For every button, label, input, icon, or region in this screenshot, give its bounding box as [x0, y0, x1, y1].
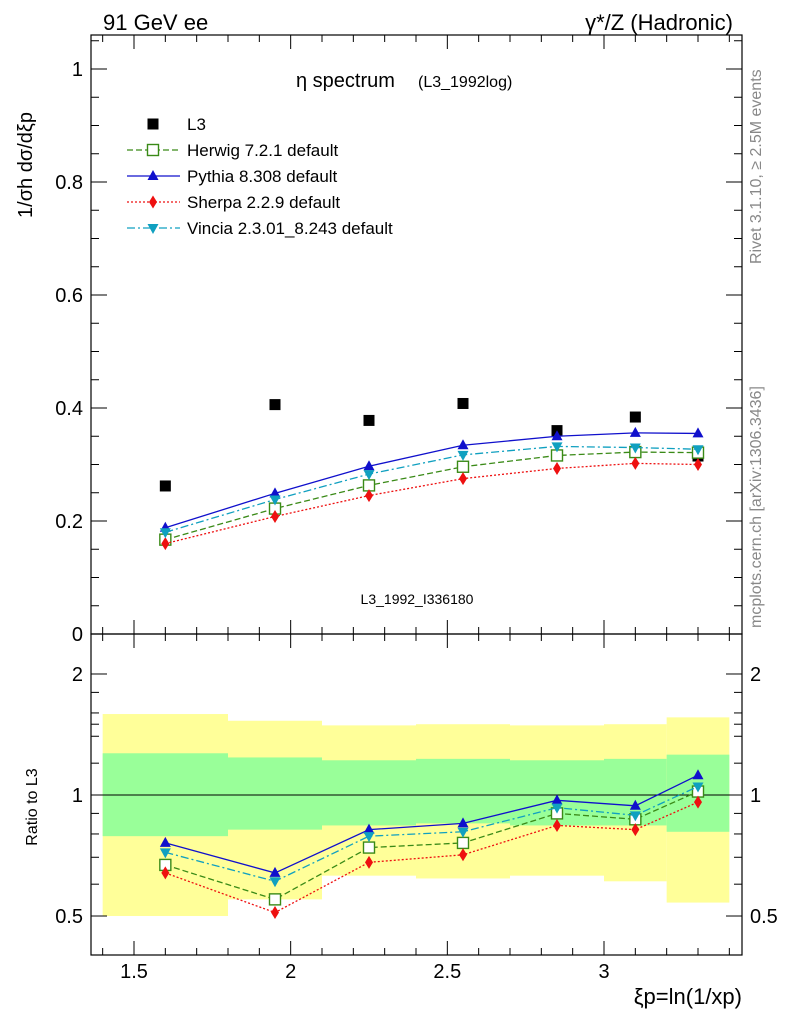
ratio-data-point	[161, 866, 170, 880]
main-data-point	[363, 414, 375, 426]
legend-label: Pythia 8.308 default	[187, 167, 338, 186]
main-data-point	[631, 456, 640, 470]
main-data-point	[629, 443, 641, 454]
main-data-point	[551, 430, 563, 441]
ratio-data-point	[362, 841, 376, 854]
main-ytick-label: 0.8	[55, 172, 83, 194]
main-ytick-label: 0.6	[55, 285, 83, 307]
main-data-point	[692, 445, 704, 456]
ratio-data-point	[456, 836, 470, 850]
main-data-point	[457, 397, 469, 409]
legend-label: L3	[187, 115, 206, 134]
ratio-data-point	[159, 848, 171, 859]
legend-marker	[147, 118, 159, 130]
main-ytick-label: 1	[72, 59, 83, 81]
process-label: γ*/Z (Hadronic)	[585, 10, 733, 35]
rivet-note: Rivet 3.1.10, ≥ 2.5M events	[748, 69, 765, 264]
ratio-data-point	[159, 836, 171, 847]
main-data-point	[159, 480, 171, 492]
main-data-point	[161, 537, 170, 551]
main-data-point	[629, 426, 641, 437]
ratio-frame	[90, 633, 743, 956]
main-ytick-label: 0.4	[55, 398, 83, 420]
legend: L3 Herwig 7.2.1 default Pythia 8.308 defau…	[127, 115, 393, 238]
y-axis-label: 1/σh dσ/dξp	[15, 112, 37, 218]
ratio-data-point	[692, 782, 704, 793]
main-data-point	[363, 470, 375, 481]
ratio-ytick-label-right: 0.5	[750, 906, 778, 928]
x-tick-label: 2	[285, 961, 296, 983]
main-data-point	[269, 487, 281, 498]
ratio-data-point	[363, 823, 375, 834]
ratio-data-point	[631, 823, 640, 837]
ratio-data-point	[363, 832, 375, 843]
x-tick-label: 1.5	[120, 961, 148, 983]
ratio-data-point	[365, 855, 373, 869]
legend-marker	[146, 143, 160, 157]
ratio-data-point	[269, 877, 281, 888]
main-data-point	[269, 399, 281, 411]
ratio-data-point	[694, 795, 702, 809]
legend-marker	[147, 224, 159, 234]
main-data-point	[459, 472, 467, 486]
main-data-point	[269, 495, 281, 506]
ratio-data-point	[268, 893, 282, 906]
ratio-data-point	[551, 803, 563, 814]
ratio-data-point	[269, 866, 281, 877]
x-tick-label: 3	[598, 961, 609, 983]
main-data-point	[551, 442, 563, 453]
energy-label: 91 GeV ee	[103, 10, 208, 35]
ratio-data-point	[692, 769, 704, 780]
main-plot: η spectrum (L3_1992log) L3_1992_I336180 …	[15, 34, 743, 646]
ratio-data-point	[551, 794, 563, 805]
main-series-line	[165, 432, 699, 529]
main-data-point	[553, 461, 561, 475]
main-data-point	[457, 439, 469, 450]
legend-label: Vincia 2.3.01_8.243 default	[187, 219, 393, 238]
main-series-line	[165, 451, 699, 541]
main-data-point	[629, 411, 641, 423]
ratio-ytick-label-left: 0.5	[55, 906, 83, 928]
legend-marker	[147, 170, 159, 180]
legend-label: Herwig 7.2.1 default	[187, 141, 338, 160]
main-subtitle: (L3_1992log)	[418, 74, 512, 91]
main-ytick-label: 0	[72, 624, 83, 646]
ratio-ytick-label-left: 2	[72, 664, 83, 686]
legend-label: Sherpa 2.2.9 default	[187, 193, 340, 212]
x-tick-label: 2.5	[433, 961, 461, 983]
uncertainty-band-inner	[416, 758, 510, 824]
main-data-point	[694, 458, 702, 471]
main-series-line	[165, 462, 699, 545]
main-data-point	[456, 460, 470, 473]
main-ytick-label: 0.2	[55, 511, 83, 533]
ratio-ytick-label-left: 1	[72, 785, 83, 807]
main-data-point	[159, 528, 171, 539]
main-title: η spectrum	[296, 70, 395, 92]
mcplots-note: mcplots.cern.ch [arXiv:1306.3436]	[748, 386, 765, 628]
ratio-data-point	[271, 906, 279, 920]
main-series-line	[165, 445, 699, 533]
ratio-data-point	[629, 799, 641, 810]
main-data-point	[457, 450, 469, 461]
ratio-data-point	[459, 848, 467, 862]
main-data-point	[365, 489, 373, 503]
x-axis-label: ξp=ln(1/xp)	[634, 984, 742, 1009]
ratio-data-point	[457, 827, 469, 838]
ratio-data-point	[629, 811, 641, 822]
ratio-data-point	[553, 818, 561, 832]
uncertainty-band-inner	[322, 760, 416, 826]
watermark-label: L3_1992_I336180	[361, 591, 474, 607]
main-data-point	[692, 427, 704, 438]
uncertainty-band-inner	[228, 757, 322, 830]
ratio-data-point	[457, 817, 469, 828]
main-data-point	[363, 460, 375, 471]
ratio-plot: 0.5 0.5 1 1 2 2 1.5 2 2.5 3 Ratio to L3 ξp=ln(1/x…	[24, 633, 778, 1009]
ratio-ytick-label-right: 1	[750, 785, 761, 807]
legend-marker	[149, 195, 157, 209]
ratio-ytick-label-right: 2	[750, 664, 761, 686]
ratio-y-axis-label: Ratio to L3	[24, 768, 41, 845]
main-data-point	[271, 509, 279, 523]
